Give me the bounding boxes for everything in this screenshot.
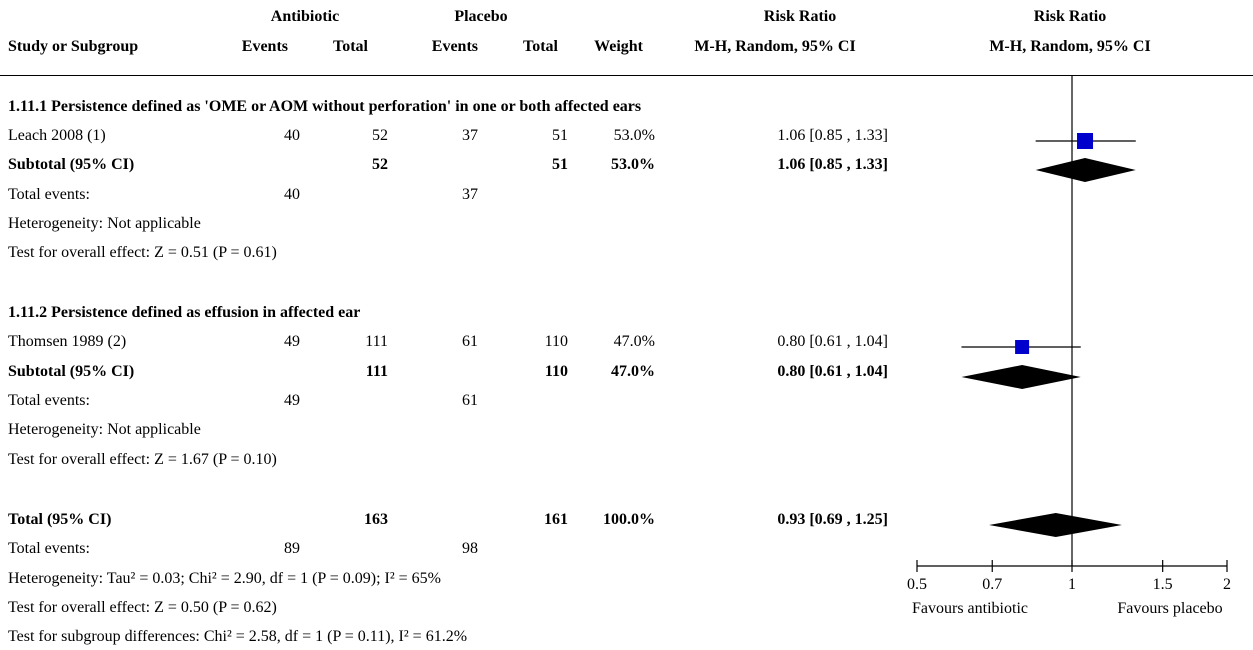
study-ci: 1.06 [0.85 , 1.33] xyxy=(777,127,888,144)
study-total1: 52 xyxy=(372,127,388,144)
summary-diamond xyxy=(1035,158,1136,182)
total-total1: 163 xyxy=(364,511,388,528)
x-tick-label: 0.5 xyxy=(907,576,927,593)
rr-header-method: M-H, Random, 95% CI xyxy=(694,38,856,55)
heterogeneity-text: Heterogeneity: Not applicable xyxy=(8,421,201,438)
events1-header: Events xyxy=(241,38,288,55)
x-tick-label: 1.5 xyxy=(1153,576,1173,593)
total-events1: 49 xyxy=(284,392,300,409)
study-total1: 111 xyxy=(365,333,388,350)
study-events1: 49 xyxy=(284,333,300,350)
x-tick-label: 2 xyxy=(1223,576,1231,593)
subgroup1-title: 1.11.1 Persistence defined as 'OME or AO… xyxy=(8,98,642,115)
subgroup2-title: 1.11.2 Persistence defined as effusion i… xyxy=(8,304,361,321)
study-column-header: Study or Subgroup xyxy=(8,38,139,55)
plot-header-method: M-H, Random, 95% CI xyxy=(989,38,1151,55)
total-events-label: Total events: xyxy=(8,186,90,203)
study-total2: 110 xyxy=(544,333,568,350)
subtotal-weight: 53.0% xyxy=(611,156,655,173)
total-events2: 61 xyxy=(462,392,478,409)
summary-diamond xyxy=(961,365,1081,389)
favours-left-label: Favours antibiotic xyxy=(912,600,1028,617)
total-events-label: Total events: xyxy=(8,392,90,409)
heterogeneity-text: Heterogeneity: Not applicable xyxy=(8,215,201,232)
study-point-marker xyxy=(1077,133,1094,149)
subgroup-differences-text: Test for subgroup differences: Chi² = 2.… xyxy=(8,628,468,645)
subtotal-ci: 0.80 [0.61 , 1.04] xyxy=(777,363,888,380)
header-rule xyxy=(0,75,1253,76)
study-point-marker xyxy=(1015,340,1030,354)
study-weight: 53.0% xyxy=(613,127,655,144)
study-events1: 40 xyxy=(284,127,300,144)
total-label: Total (95% CI) xyxy=(8,511,112,528)
total-events2: 37 xyxy=(462,186,478,203)
group2-header: Placebo xyxy=(454,8,508,25)
total-total2: 161 xyxy=(544,511,568,528)
subtotal-total1: 111 xyxy=(365,363,388,380)
summary-diamond xyxy=(989,513,1122,537)
total-heterogeneity-text: Heterogeneity: Tau² = 0.03; Chi² = 2.90,… xyxy=(8,570,441,587)
rr-header-title: Risk Ratio xyxy=(763,8,837,25)
study-events2: 37 xyxy=(462,127,478,144)
overall-effect-text: Test for overall effect: Z = 1.67 (P = 0… xyxy=(8,451,277,468)
overall-effect-text: Test for overall effect: Z = 0.51 (P = 0… xyxy=(8,244,277,261)
study-name: Thomsen 1989 (2) xyxy=(8,333,127,350)
subtotal-ci: 1.06 [0.85 , 1.33] xyxy=(777,156,888,173)
group1-header: Antibiotic xyxy=(270,8,340,25)
total-events1: 40 xyxy=(284,186,300,203)
weight-header: Weight xyxy=(594,38,643,55)
x-tick-label: 1 xyxy=(1068,576,1076,593)
subtotal-total1: 52 xyxy=(372,156,388,173)
study-total2: 51 xyxy=(552,127,568,144)
favours-right-label: Favours placebo xyxy=(1117,600,1222,617)
study-name: Leach 2008 (1) xyxy=(8,127,106,144)
study-weight: 47.0% xyxy=(613,333,655,350)
plot-header-title: Risk Ratio xyxy=(1033,8,1107,25)
total1-header: Total xyxy=(333,38,368,55)
total-events1: 89 xyxy=(284,540,300,557)
x-tick-label: 0.7 xyxy=(982,576,1002,593)
subtotal-label: Subtotal (95% CI) xyxy=(8,363,135,380)
total-ci: 0.93 [0.69 , 1.25] xyxy=(777,511,888,528)
subtotal-weight: 47.0% xyxy=(611,363,655,380)
subtotal-label: Subtotal (95% CI) xyxy=(8,156,135,173)
events2-header: Events xyxy=(431,38,478,55)
study-ci: 0.80 [0.61 , 1.04] xyxy=(777,333,888,350)
total-events-label: Total events: xyxy=(8,540,90,557)
total-overall-effect-text: Test for overall effect: Z = 0.50 (P = 0… xyxy=(8,599,277,616)
total-weight: 100.0% xyxy=(603,511,655,528)
subtotal-total2: 51 xyxy=(552,156,568,173)
subtotal-total2: 110 xyxy=(544,363,568,380)
study-events2: 61 xyxy=(462,333,478,350)
total2-header: Total xyxy=(523,38,558,55)
total-events2: 98 xyxy=(462,540,478,557)
